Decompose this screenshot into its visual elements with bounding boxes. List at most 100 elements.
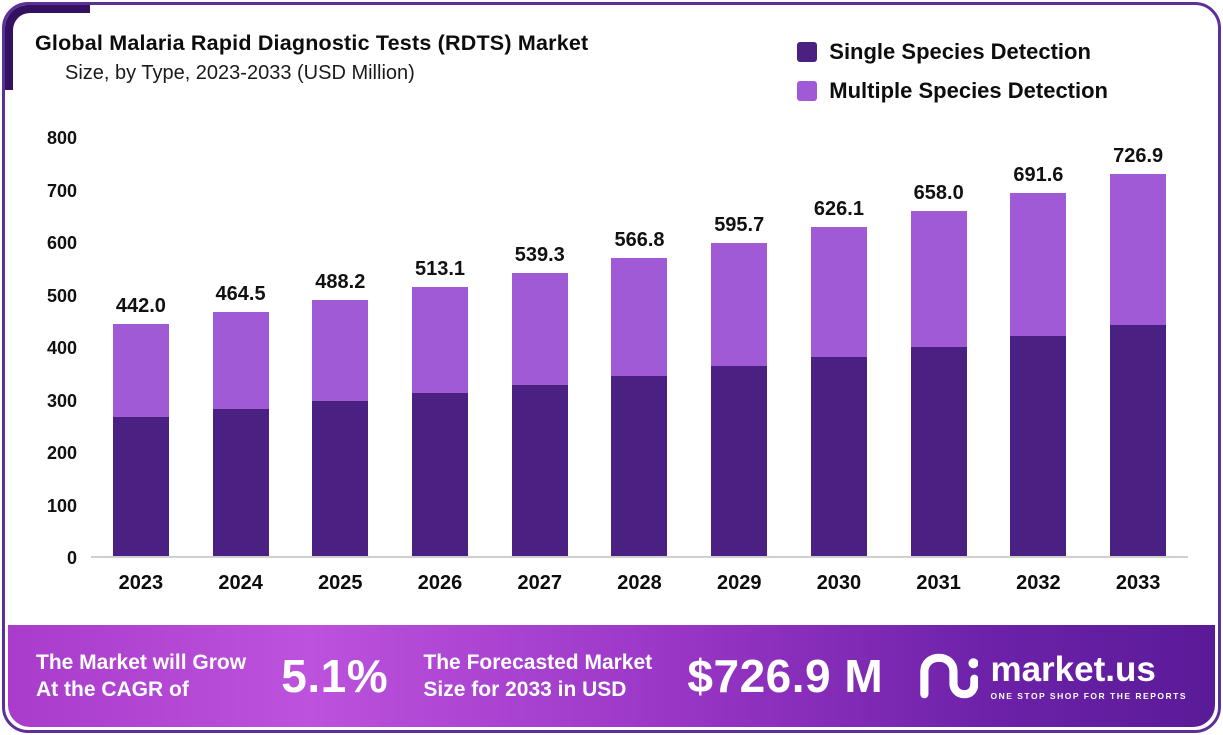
bar-segment-single-species: [711, 366, 768, 556]
marketus-logo-icon: [920, 653, 979, 699]
bar-segment-multiple-species: [112, 323, 169, 417]
bar-column: 726.9: [1088, 145, 1188, 556]
bar-total-label: 658.0: [913, 181, 964, 204]
marketus-logo-text: market.us: [990, 649, 1156, 689]
legend: Single Species Detection Multiple Specie…: [797, 31, 1108, 104]
bar-column: 595.7: [689, 214, 789, 556]
bar-total-label: 488.2: [315, 270, 366, 293]
bar-column: 513.1: [390, 258, 490, 556]
x-tick-label: 2028: [617, 572, 662, 594]
bar-column: 488.2: [290, 271, 390, 556]
bar-total-label: 595.7: [714, 214, 765, 237]
stacked-bar: [711, 243, 768, 556]
bar-segment-single-species: [312, 401, 369, 556]
bar-segment-single-species: [511, 384, 568, 556]
legend-label-single-species: Single Species Detection: [829, 39, 1091, 64]
chart-title-line2: Size, by Type, 2023-2033 (USD Million): [65, 62, 415, 84]
cagr-label: The Market will Grow At the CAGR of: [36, 650, 247, 701]
bar-total-label: 626.1: [813, 198, 864, 221]
x-tick-label: 2031: [916, 572, 961, 594]
bar-segment-single-species: [910, 346, 967, 556]
bar-column: 658.0: [889, 182, 989, 556]
bar-segment-multiple-species: [511, 272, 568, 385]
bar-total-label: 691.6: [1013, 163, 1064, 186]
y-tick-label: 300: [46, 390, 77, 411]
y-tick-label: 500: [46, 285, 77, 306]
stacked-bar-chart: 0 100 200 300 400 500 600 700 800 442.0 464.5 488.…: [33, 128, 1188, 595]
legend-item-single-species: Single Species Detection: [797, 39, 1108, 65]
bar-total-label: 513.1: [415, 257, 466, 280]
bar-segment-multiple-species: [810, 227, 867, 358]
stacked-bar: [1010, 192, 1067, 556]
bar-total-label: 566.8: [614, 229, 665, 252]
y-tick-label: 700: [46, 180, 77, 201]
x-tick-label: 2026: [417, 572, 463, 594]
x-tick-label: 2027: [517, 572, 563, 594]
y-axis: 0 100 200 300 400 500 600 700 800: [33, 128, 91, 568]
bar-segment-single-species: [611, 375, 668, 556]
stacked-bar: [312, 299, 369, 556]
bar-column: 442.0: [91, 295, 191, 556]
footer-banner: The Market will Grow At the CAGR of 5.1%…: [8, 625, 1215, 727]
x-tick-label: 2030: [816, 572, 862, 594]
bar-segment-single-species: [112, 416, 169, 556]
stacked-bar: [611, 258, 668, 556]
forecast-label: The Forecasted Market Size for 2033 in U…: [423, 650, 653, 701]
legend-item-multiple-species: Multiple Species Detection: [797, 78, 1108, 104]
bar-segment-multiple-species: [711, 243, 768, 367]
bar-segment-single-species: [810, 357, 867, 556]
forecast-value: $726.9 M: [687, 650, 884, 702]
bar-segment-single-species: [212, 409, 269, 556]
bar-total-label: 464.5: [215, 283, 266, 306]
bar-segment-single-species: [412, 393, 469, 556]
y-tick-label: 800: [46, 128, 77, 148]
bar-column: 464.5: [191, 283, 291, 556]
legend-swatch-single-species: [797, 42, 818, 62]
bar-segment-single-species: [1110, 325, 1167, 556]
stacked-bar: [1110, 174, 1167, 556]
bar-segment-multiple-species: [910, 210, 967, 347]
legend-swatch-multiple-species: [797, 81, 818, 101]
y-tick-label: 100: [46, 495, 77, 516]
stacked-bar: [910, 210, 967, 556]
bar-column: 626.1: [789, 198, 889, 556]
marketus-logo-tagline: ONE STOP SHOP FOR THE REPORTS: [990, 690, 1187, 701]
bar-total-label: 539.3: [514, 243, 565, 266]
chart-title-line1: Global Malaria Rapid Diagnostic Tests (R…: [35, 31, 589, 55]
cagr-value: 5.1%: [281, 650, 389, 702]
y-tick-label: 0: [66, 548, 77, 568]
x-tick-label: 2032: [1016, 572, 1061, 594]
bar-segment-multiple-species: [312, 299, 369, 402]
bar-segment-single-species: [1010, 336, 1067, 556]
chart-header: Global Malaria Rapid Diagnostic Tests (R…: [5, 5, 1218, 104]
x-tick-label: 2033: [1115, 572, 1161, 594]
x-tick-label: 2024: [218, 572, 263, 594]
stacked-bar: [511, 272, 568, 556]
bar-segment-multiple-species: [212, 312, 269, 409]
legend-label-multiple-species: Multiple Species Detection: [829, 78, 1108, 103]
bar-total-label: 442.0: [115, 294, 166, 317]
bar-segment-multiple-species: [412, 286, 469, 394]
bar-segment-multiple-species: [1010, 192, 1067, 337]
chart-title: Global Malaria Rapid Diagnostic Tests (R…: [35, 31, 588, 104]
y-tick-label: 400: [46, 338, 77, 358]
stacked-bar: [810, 227, 867, 556]
bar-total-label: 726.9: [1113, 145, 1164, 168]
marketus-logo: market.us ONE STOP SHOP FOR THE REPORTS: [918, 652, 1187, 701]
bar-column: 691.6: [989, 164, 1089, 556]
y-tick-label: 600: [46, 233, 77, 253]
stacked-bar: [212, 312, 269, 556]
bar-segment-multiple-species: [611, 258, 668, 376]
x-axis: 2023 2024 2025 2026 2027 2028 2029 2030 2031 2032…: [91, 572, 1188, 595]
stacked-bar: [112, 323, 169, 556]
marketus-logo-text-wrap: market.us ONE STOP SHOP FOR THE REPORTS: [990, 652, 1187, 701]
y-tick-label: 200: [46, 443, 77, 463]
stacked-bar: [412, 286, 469, 556]
bar-column: 539.3: [490, 244, 590, 556]
x-tick-label: 2029: [716, 572, 762, 594]
x-tick-label: 2023: [118, 572, 164, 594]
bar-column: 566.8: [590, 229, 690, 556]
x-tick-label: 2025: [318, 572, 363, 594]
plot-area: 442.0 464.5 488.2 513.1 539.3 566.8 595.7 626.1…: [91, 138, 1188, 558]
